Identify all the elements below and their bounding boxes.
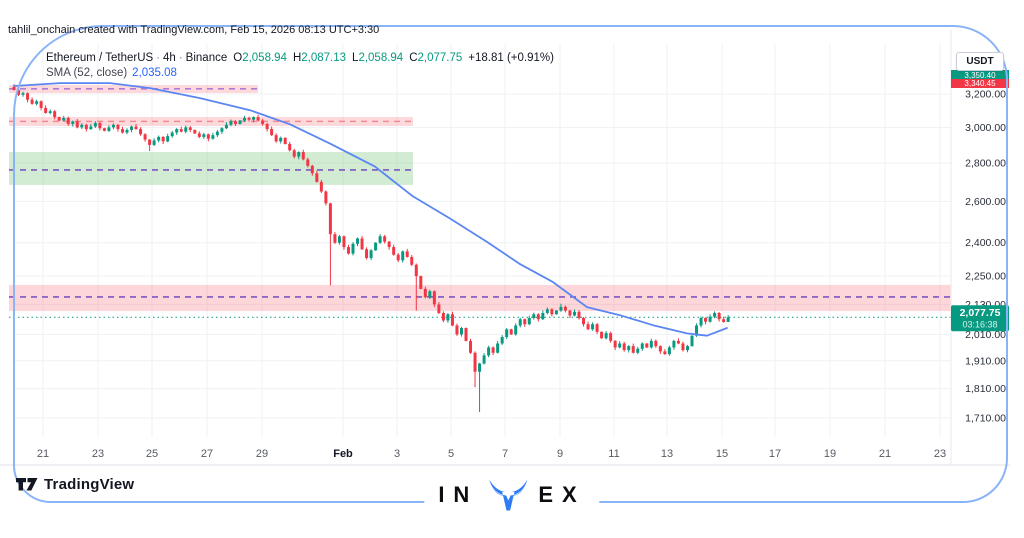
bull-horns-icon — [489, 479, 528, 511]
svg-text:1,910.00: 1,910.00 — [965, 355, 1006, 367]
svg-text:2,077.75: 2,077.75 — [960, 307, 1001, 319]
svg-text:21: 21 — [37, 448, 49, 460]
svg-text:25: 25 — [146, 448, 158, 460]
tradingview-mark-icon — [16, 478, 38, 491]
svg-text:Feb: Feb — [333, 448, 353, 460]
svg-text:3,200.00: 3,200.00 — [965, 89, 1006, 101]
svg-text:1,810.00: 1,810.00 — [965, 383, 1006, 395]
supply-demand-zone[interactable] — [9, 284, 951, 312]
svg-text:3,350.40: 3,350.40 — [964, 71, 996, 80]
svg-text:03:16:38: 03:16:38 — [962, 319, 997, 329]
sma-indicator-label[interactable]: SMA (52, close) — [46, 66, 128, 79]
svg-text:15: 15 — [716, 448, 728, 460]
open-value: 2,058.94 — [242, 52, 287, 64]
candles-layer — [12, 84, 730, 412]
invex-logo: IN EX — [424, 478, 600, 512]
svg-text:9: 9 — [557, 448, 563, 460]
exchange-label: Binance — [185, 52, 228, 64]
svg-text:1,710.00: 1,710.00 — [965, 412, 1006, 424]
svg-text:23: 23 — [934, 448, 946, 460]
open-key: O — [233, 52, 243, 64]
attribution-text: tahlil_onchain created with TradingView.… — [8, 24, 380, 36]
tradingview-logo-text: TradingView — [44, 476, 135, 493]
symbol-row: Ethereum / TetherUS · 4h · Binance O2,058.94 H… — [46, 51, 554, 66]
svg-text:3: 3 — [394, 448, 400, 460]
svg-text:21: 21 — [879, 448, 891, 460]
horizontal-gridlines — [13, 93, 951, 419]
svg-text:11: 11 — [608, 448, 619, 460]
supply-demand-zone[interactable] — [9, 85, 258, 94]
svg-text:2,600.00: 2,600.00 — [965, 196, 1006, 208]
vertical-gridlines — [42, 44, 941, 437]
svg-text:27: 27 — [201, 448, 213, 460]
tradingview-logo: TradingView — [16, 476, 134, 493]
sma-indicator-value: 2,035.08 — [132, 66, 177, 79]
svg-text:7: 7 — [502, 448, 508, 460]
change-value: +18.81 (+0.91%) — [468, 52, 554, 64]
separator-dot: · — [156, 52, 161, 64]
separator-dot: · — [178, 52, 183, 64]
high-key: H — [292, 52, 302, 64]
sma-line[interactable] — [13, 82, 728, 337]
svg-text:3,000.00: 3,000.00 — [965, 122, 1006, 134]
svg-text:3,340.45: 3,340.45 — [964, 79, 996, 88]
time-axis-labels[interactable]: 21 23 25 27 29 Feb 3 5 7 9 11 13 15 17 19 21 23 — [37, 448, 946, 460]
price-level-badge: 3,340.45 — [951, 79, 1009, 88]
high-value: 2,087.13 — [301, 52, 347, 64]
svg-text:19: 19 — [824, 448, 836, 460]
svg-text:17: 17 — [769, 448, 781, 460]
interval-label[interactable]: 4h — [163, 52, 176, 64]
symbol-name[interactable]: Ethereum / TetherUS — [46, 52, 154, 64]
svg-text:23: 23 — [92, 448, 104, 460]
low-value: 2,058.94 — [358, 52, 404, 64]
close-value: 2,077.75 — [417, 52, 463, 64]
svg-text:2,010.00: 2,010.00 — [965, 329, 1006, 341]
indicator-row: SMA (52, close) 2,035.08 — [46, 66, 554, 81]
invex-text-right: EX — [538, 482, 586, 507]
svg-text:2,400.00: 2,400.00 — [965, 237, 1006, 249]
svg-text:13: 13 — [661, 448, 673, 460]
price-axis-labels[interactable]: 3,200.00 3,000.00 2,800.00 2,600.00 2,400.00… — [965, 89, 1006, 425]
svg-text:5: 5 — [448, 448, 454, 460]
svg-text:2,800.00: 2,800.00 — [965, 158, 1006, 170]
low-key: L — [352, 52, 359, 64]
close-key: C — [409, 52, 418, 64]
currency-toggle-button[interactable]: USDT — [956, 52, 1004, 71]
invex-text-left: IN — [438, 482, 479, 507]
chart-legend: Ethereum / TetherUS · 4h · Binance O2,058.94 H… — [46, 51, 554, 80]
price-level-badge: 3,350.40 — [951, 70, 1009, 80]
svg-text:29: 29 — [256, 448, 268, 460]
svg-text:2,250.00: 2,250.00 — [965, 271, 1006, 283]
supply-demand-zone[interactable] — [9, 152, 413, 185]
